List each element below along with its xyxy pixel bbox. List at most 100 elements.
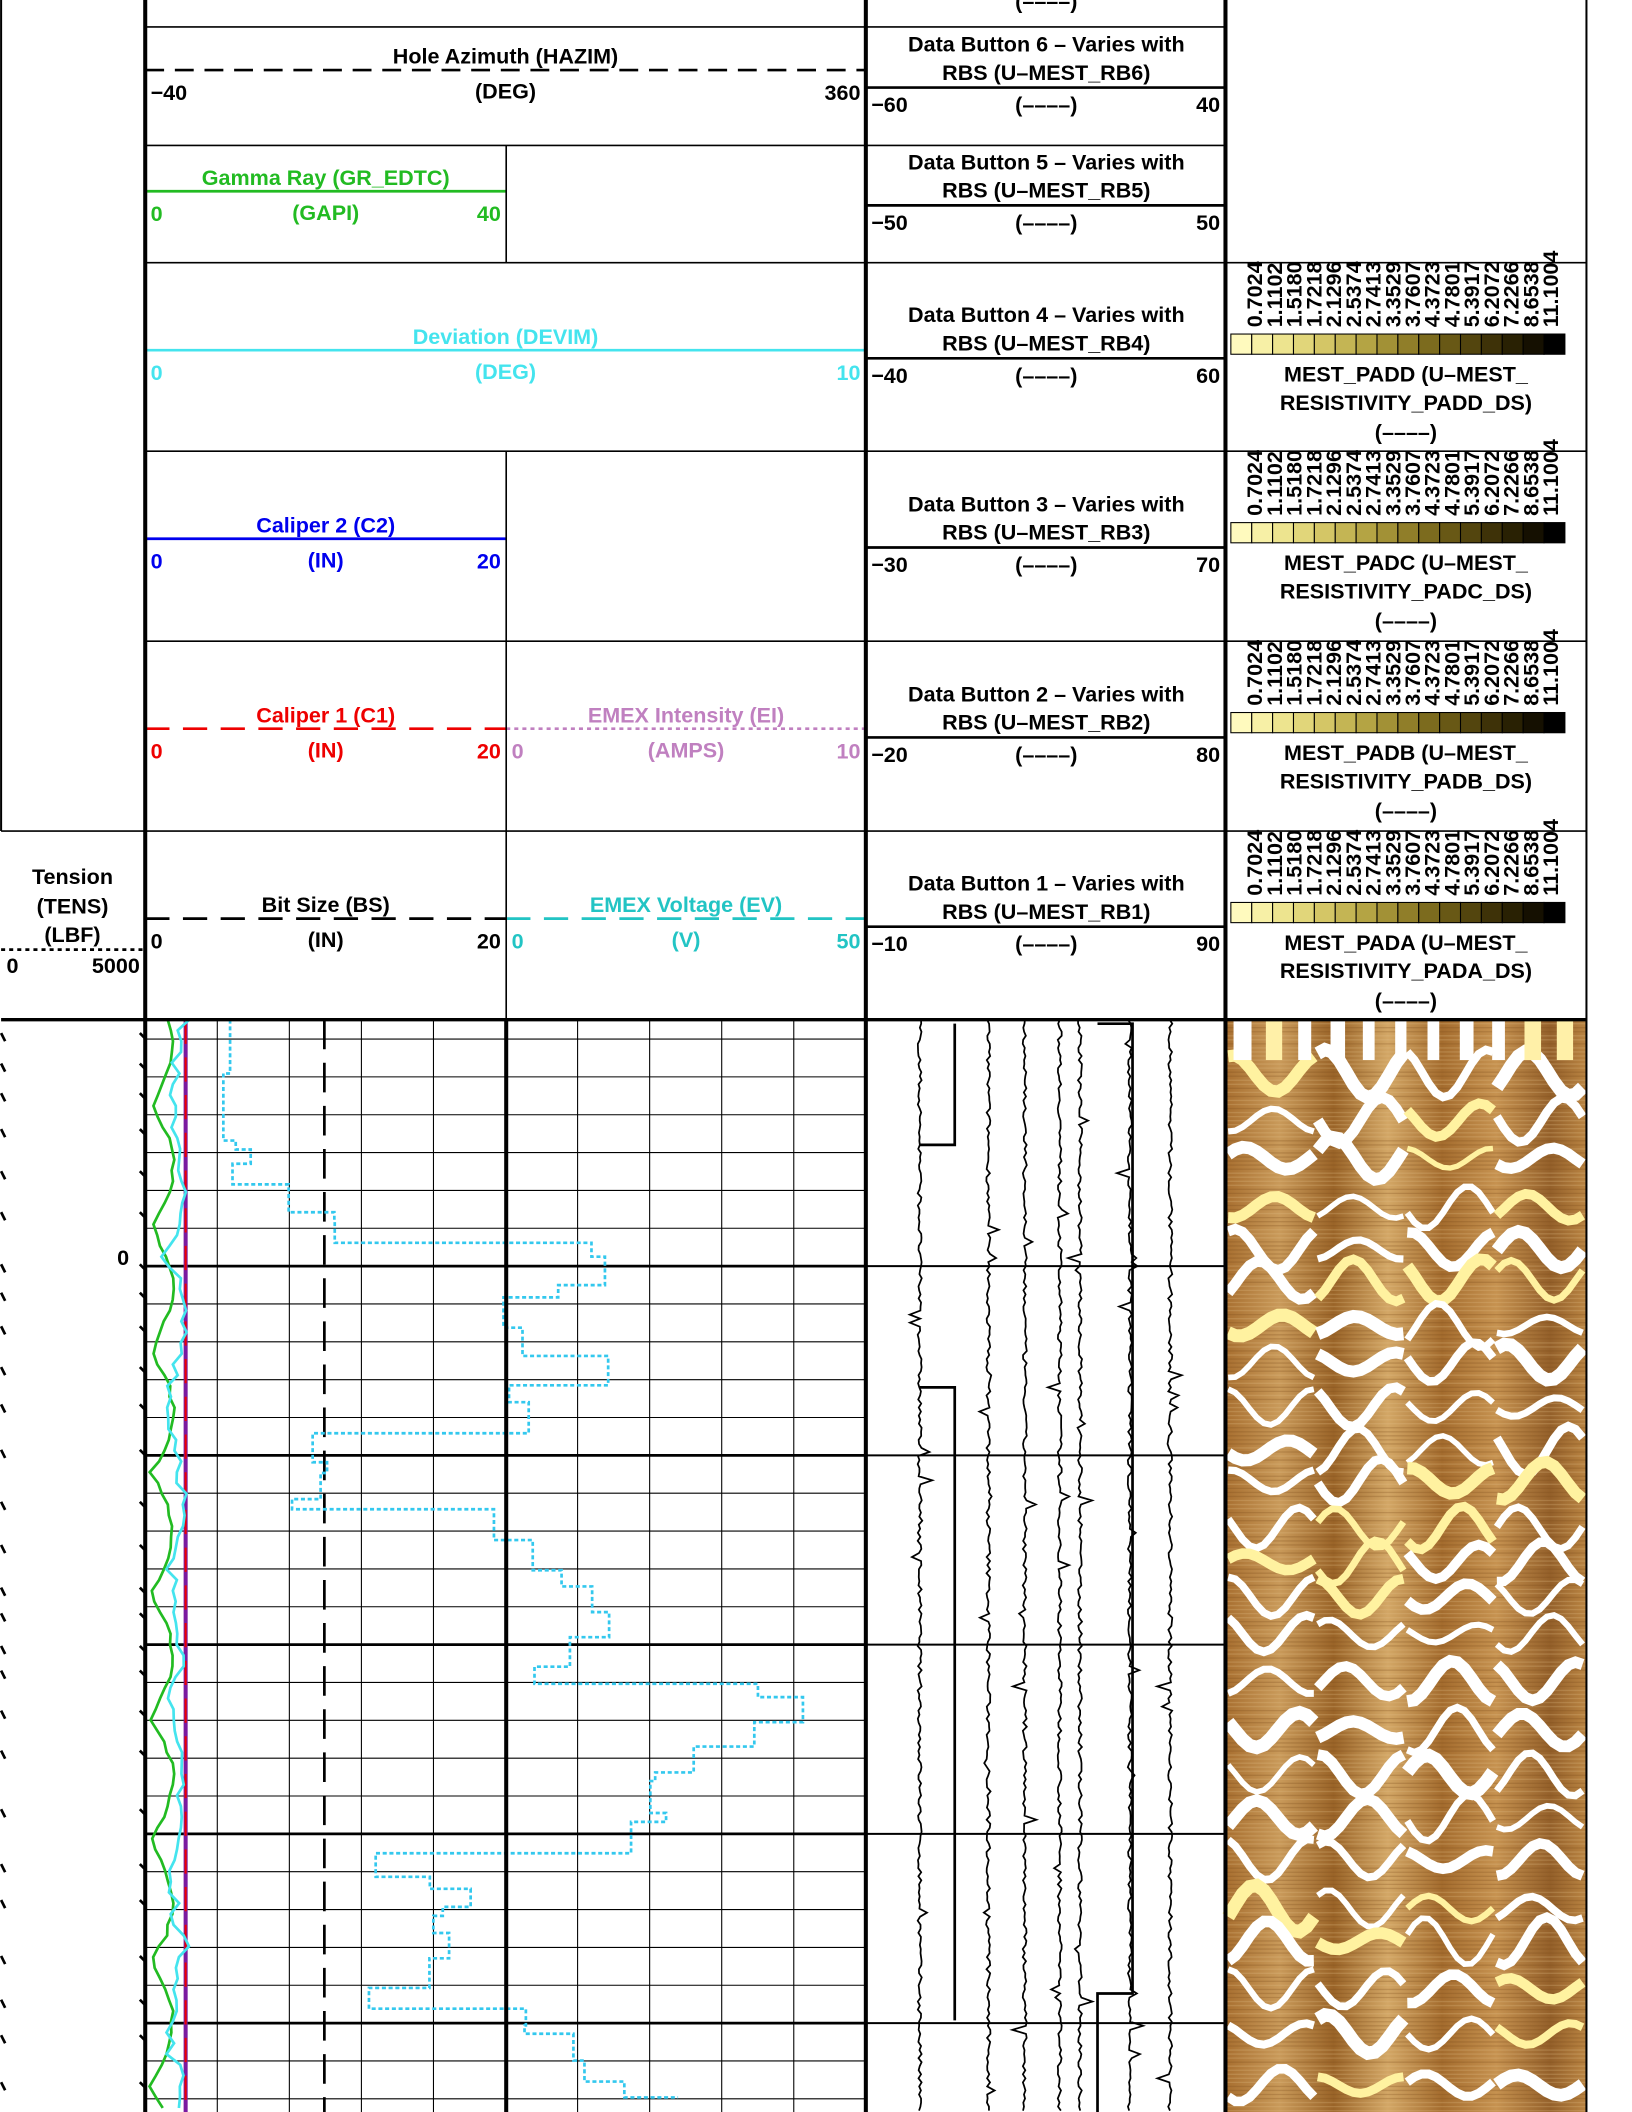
label: Data Button 3 – Varies with [908,491,1185,516]
color-cell [1461,713,1482,733]
trace [910,1020,932,2111]
trace [1048,1020,1069,2111]
depth-mark [1,1293,5,1301]
color-cell [1252,713,1273,733]
label: 0 [151,929,163,954]
color-cell [1335,334,1356,354]
color-cell [1544,713,1565,733]
color-cell [1398,713,1419,733]
depth-mark [1,1671,5,1679]
color-cell [1440,523,1461,543]
color-cell [1273,523,1294,543]
label: −10 [871,931,908,956]
color-cell [1461,334,1482,354]
label: (IN) [308,737,344,762]
label: (––––) [1015,210,1077,235]
label: RBS (U–MEST_RB1) [942,899,1150,924]
label: −30 [871,552,908,577]
color-cell [1419,334,1440,354]
depth-mark [1,2035,5,2043]
color-cell [1502,713,1523,733]
color-cell [1377,902,1398,922]
label: Data Button 2 – Varies with [908,681,1185,706]
color-cell [1293,902,1314,922]
trace [1157,1020,1182,2111]
label: 80 [1196,742,1220,767]
label: −60 [871,92,908,117]
label: Data Button 5 – Varies with [908,149,1185,174]
label: 60 [1196,363,1220,388]
label: −40 [151,80,188,105]
image-feature [1266,1020,1282,1060]
depth-mark [1,1751,5,1759]
trace [1012,1020,1036,2111]
label: 5000 [92,953,140,978]
trace [1098,1024,1133,2112]
depth-mark [1,1093,5,1101]
color-cell [1502,902,1523,922]
label: RESISTIVITY_PADA_DS) [1280,958,1532,983]
color-cell [1544,902,1565,922]
depth-mark [1,1064,5,1072]
depth-mark [1,1613,5,1621]
image-feature [1557,1020,1573,1060]
label: 20 [477,929,501,954]
depth-mark [1,1171,5,1179]
label: Bit Size (BS) [262,892,390,917]
color-cell [1314,713,1335,733]
color-cell [1335,523,1356,543]
label: Data Button 1 – Varies with [908,871,1185,896]
color-cell [1231,523,1252,543]
color-cell [1481,523,1502,543]
label: 40 [1196,92,1220,117]
depth-mark [1,1711,5,1719]
color-cell [1502,523,1523,543]
label: RBS (U–MEST_RB4) [942,331,1150,356]
label: (LBF) [44,922,100,947]
color-cell [1377,523,1398,543]
label: −40 [871,363,908,388]
color-cell [1231,713,1252,733]
depth-mark [1,1545,5,1553]
label: MEST_PADB (U–MEST_ [1284,740,1529,765]
color-cell [1481,902,1502,922]
label: (DEG) [475,359,536,384]
color-cell [1314,523,1335,543]
color-cell [1544,334,1565,354]
label: −50 [871,210,908,235]
color-cell [1398,334,1419,354]
color-cell [1252,334,1273,354]
label: EMEX Voltage (EV) [590,892,782,917]
depth-mark [1,1864,5,1872]
label: RBS (U–MEST_RB3) [942,520,1150,545]
depth-mark [1,1502,5,1510]
depth-mark [1,1367,5,1375]
depth-mark [1,1900,5,1908]
label: RBS (U–MEST_RB2) [942,710,1150,735]
label: 90 [1196,931,1220,956]
label: RESISTIVITY_PADB_DS) [1280,768,1532,793]
color-cell [1335,713,1356,733]
color-cell [1419,523,1440,543]
label: (––––) [1015,92,1077,117]
image-feature [1492,1020,1505,1060]
color-cell [1356,523,1377,543]
label: 20 [477,739,501,764]
color-cell [1481,713,1502,733]
label: (––––) [1015,742,1077,767]
color-cell [1293,523,1314,543]
label: 40 [477,201,501,226]
trace [1117,1020,1143,2111]
color-cell [1314,902,1335,922]
label: 0 [151,360,163,385]
label: EMEX Intensity (EI) [588,702,784,727]
color-cell [1252,523,1273,543]
label: 0 [151,201,163,226]
depth-mark [1,1809,5,1817]
color-cell [1335,902,1356,922]
color-cell [1356,334,1377,354]
image-feature [1234,1020,1252,1060]
label: (V) [672,927,701,952]
label: MEST_PADC (U–MEST_ [1284,550,1529,575]
label: Deviation (DEVIM) [413,324,599,349]
